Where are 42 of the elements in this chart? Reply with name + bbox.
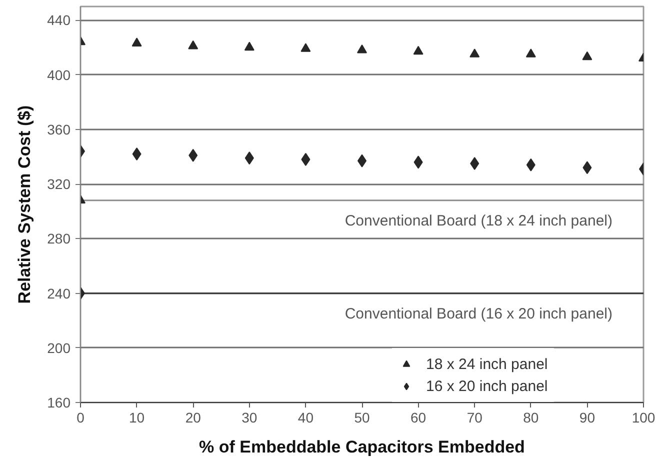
x-tick-label: 100 bbox=[632, 410, 656, 426]
y-tick-label: 280 bbox=[47, 230, 71, 247]
x-tick-label: 10 bbox=[129, 410, 145, 426]
point bbox=[470, 157, 480, 170]
point bbox=[244, 42, 254, 51]
point bbox=[526, 158, 536, 172]
point bbox=[301, 152, 310, 166]
y-tick-label: 200 bbox=[47, 340, 71, 356]
point bbox=[300, 43, 311, 52]
point bbox=[414, 156, 423, 169]
point bbox=[470, 48, 480, 58]
x-tick-label: 80 bbox=[523, 410, 539, 426]
x-tick-label: 30 bbox=[242, 410, 258, 426]
x-tick-label: 0 bbox=[76, 410, 85, 426]
y-tick-label: 320 bbox=[47, 176, 71, 192]
x-axis-title: % of Embeddable Capacitors Embedded bbox=[199, 438, 525, 456]
x-tick-label: 50 bbox=[354, 410, 370, 426]
x-tick-label: 90 bbox=[579, 410, 596, 426]
point bbox=[357, 44, 367, 54]
point bbox=[188, 148, 198, 162]
y-tick-label: 440 bbox=[47, 12, 71, 28]
point bbox=[132, 38, 142, 46]
point bbox=[526, 48, 536, 58]
point bbox=[413, 46, 424, 55]
y-tick-label: 360 bbox=[47, 121, 71, 138]
y-tick-label: 240 bbox=[47, 285, 71, 302]
ref-line-label: Conventional Board (16 x 20 inch panel) bbox=[344, 305, 613, 322]
legend-label: 16 x 20 inch panel bbox=[426, 378, 548, 394]
x-tick-label: 40 bbox=[298, 410, 314, 426]
x-tick-label: 20 bbox=[185, 410, 202, 426]
point bbox=[132, 147, 142, 160]
point bbox=[188, 40, 198, 50]
point bbox=[582, 51, 592, 60]
y-axis-title: Relative System Cost ($) bbox=[15, 105, 34, 304]
point bbox=[582, 161, 592, 174]
legend-label: 18 x 24 inch panel bbox=[426, 356, 548, 372]
y-tick-label: 400 bbox=[47, 66, 71, 83]
y-tick-label: 160 bbox=[47, 394, 71, 410]
point bbox=[244, 152, 254, 165]
x-tick-label: 60 bbox=[410, 410, 426, 426]
x-tick-label: 70 bbox=[466, 410, 483, 426]
ref-line-label: Conventional Board (18 x 24 inch panel) bbox=[344, 212, 613, 230]
